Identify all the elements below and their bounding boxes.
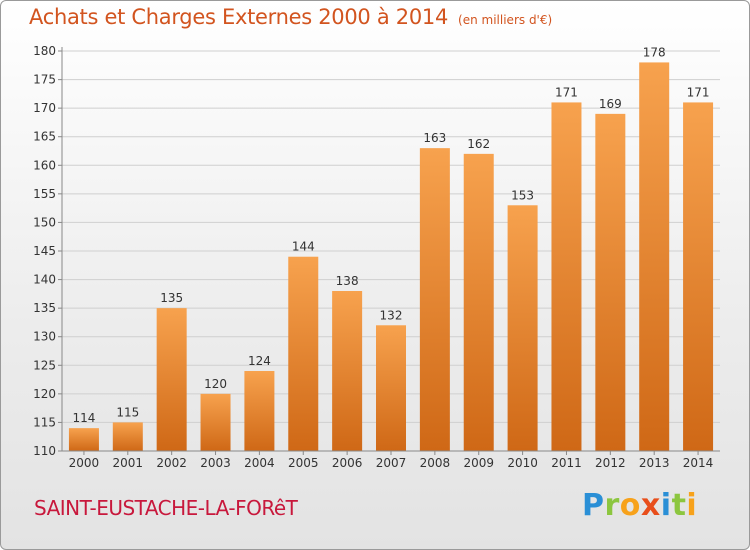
bar-value-label: 163 <box>423 131 446 145</box>
bar-value-label: 114 <box>72 411 95 425</box>
bar <box>200 393 231 451</box>
y-tick-label: 120 <box>33 387 56 401</box>
x-tick-label: 2012 <box>595 456 626 470</box>
x-tick-label: 2006 <box>332 456 363 470</box>
chart-title: Achats et Charges Externes 2000 à 2014 (e… <box>29 5 552 29</box>
y-tick-label: 180 <box>33 44 56 58</box>
y-tick-label: 130 <box>33 330 56 344</box>
city-name: SAINT-EUSTACHE-LA-FORêT <box>34 496 298 520</box>
x-tick-label: 2009 <box>463 456 494 470</box>
x-tick-label: 2014 <box>683 456 714 470</box>
y-tick-label: 170 <box>33 101 56 115</box>
logo-letter: o <box>619 488 641 523</box>
x-tick-label: 2002 <box>156 456 187 470</box>
bar <box>463 153 494 451</box>
bar-value-label: 135 <box>160 291 183 305</box>
bar-value-label: 162 <box>467 137 490 151</box>
bar <box>244 371 275 451</box>
y-tick-label: 150 <box>33 215 56 229</box>
bar-value-label: 124 <box>248 354 271 368</box>
bar <box>112 422 143 451</box>
y-tick-label: 160 <box>33 158 56 172</box>
bar <box>507 205 538 451</box>
bars <box>68 62 714 452</box>
logo-letter: x <box>640 488 661 523</box>
bar-value-label: 153 <box>511 188 534 202</box>
chart-title-text: Achats et Charges Externes 2000 à 2014 <box>29 5 449 29</box>
chart-subtitle: (en milliers d'€) <box>458 13 553 27</box>
bar <box>376 325 406 451</box>
y-tick-label: 145 <box>33 244 56 258</box>
bar-value-label: 171 <box>555 85 578 99</box>
bar-value-label: 169 <box>599 97 622 111</box>
axes <box>58 47 720 455</box>
bar <box>639 62 670 452</box>
x-tick-label: 2005 <box>288 456 319 470</box>
bar-value-label: 178 <box>643 45 666 59</box>
y-tick-label: 140 <box>33 273 56 287</box>
y-tick-label: 135 <box>33 301 56 315</box>
x-tick-label: 2001 <box>113 456 144 470</box>
bar-value-label: 132 <box>380 308 403 322</box>
bar <box>551 102 582 451</box>
y-tick-label: 155 <box>33 187 56 201</box>
bar <box>332 291 363 451</box>
logo-letter: i <box>686 488 698 523</box>
x-tick-label: 2008 <box>420 456 451 470</box>
bar-value-label: 115 <box>116 405 139 419</box>
labels: 110 115 120 125 130 135 140 145 150 155 160 165 170 1… <box>33 44 713 470</box>
bar <box>419 148 450 451</box>
logo-letter: t <box>671 488 687 523</box>
x-tick-label: 2004 <box>244 456 275 470</box>
bar <box>288 256 319 451</box>
x-tick-label: 2007 <box>376 456 407 470</box>
logo-letter: i <box>660 488 672 523</box>
y-tick-label: 110 <box>33 444 56 458</box>
x-tick-label: 2010 <box>507 456 538 470</box>
bar-value-label: 144 <box>292 240 315 254</box>
x-tick-label: 2003 <box>200 456 231 470</box>
y-tick-label: 165 <box>33 130 56 144</box>
y-tick-label: 115 <box>33 415 56 429</box>
bar-value-label: 171 <box>687 85 710 99</box>
bar <box>68 428 99 451</box>
bar <box>156 308 187 451</box>
logo-letter: P <box>582 488 605 523</box>
bar-value-label: 138 <box>336 274 359 288</box>
y-tick-label: 175 <box>33 73 56 87</box>
proxiti-logo[interactable]: Proxiti <box>582 488 697 523</box>
y-tick-label: 125 <box>33 358 56 372</box>
bar <box>595 113 626 451</box>
x-tick-label: 2011 <box>551 456 582 470</box>
logo-letter: r <box>604 488 620 523</box>
bar <box>683 102 714 451</box>
x-tick-label: 2000 <box>69 456 100 470</box>
bar-value-label: 120 <box>204 377 227 391</box>
x-tick-label: 2013 <box>639 456 670 470</box>
